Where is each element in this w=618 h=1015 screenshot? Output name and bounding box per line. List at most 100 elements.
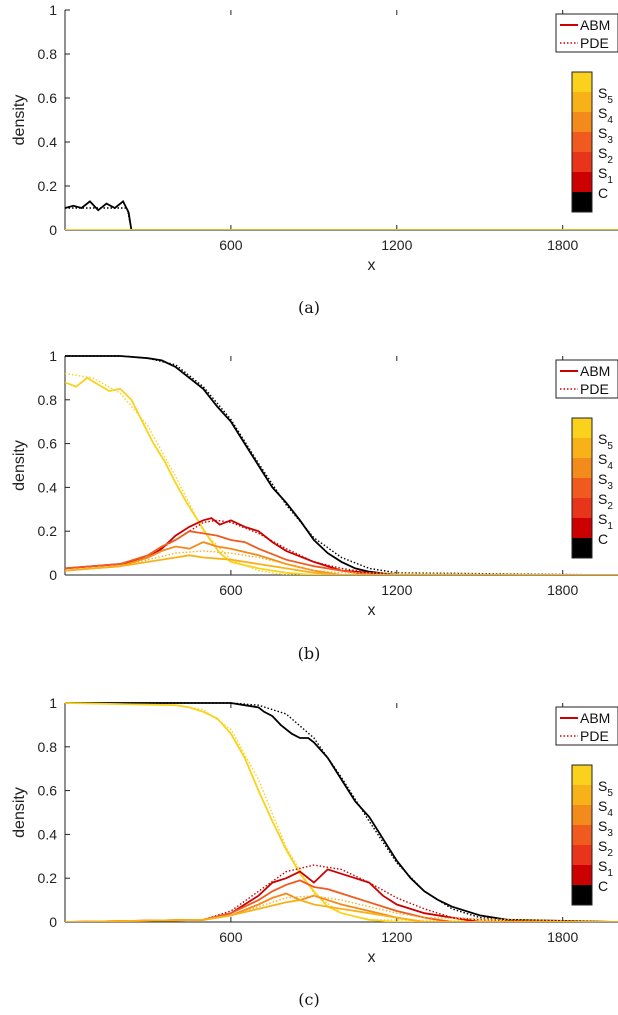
colorbar-segment — [572, 192, 592, 212]
y-tick-label: 0.4 — [38, 479, 58, 495]
series-s5-dotted — [65, 894, 618, 922]
colorbar-segment — [572, 438, 592, 458]
y-tick-label: 0.8 — [38, 392, 58, 408]
x-tick-label: 1200 — [381, 582, 412, 598]
legend-box — [555, 13, 618, 53]
y-axis-label: density — [11, 95, 28, 146]
series-s5-solid — [65, 899, 618, 922]
series-c-dotted — [65, 207, 618, 230]
y-tick-label: 0.4 — [38, 826, 58, 842]
colorbar-label: S1 — [598, 858, 613, 879]
colorbar-segment — [572, 92, 592, 112]
legend-abm-label: ABM — [580, 363, 610, 379]
colorbar-segment — [572, 538, 592, 558]
panel-3: 0 0.2 0.4 0.6 0.8 1 600 1200 1800 x density ABM PDE S… — [11, 695, 618, 1009]
series-s6-dotted — [65, 702, 618, 922]
colorbar-label: S3 — [598, 125, 613, 146]
series-s4-solid — [65, 541, 618, 575]
colorbar-frame — [571, 71, 593, 213]
series-s1-solid — [65, 868, 618, 922]
colorbar-segment — [572, 72, 592, 92]
series-s3-solid — [65, 530, 618, 575]
legend-pde-label: PDE — [580, 35, 609, 51]
colorbar-label: C — [598, 185, 608, 201]
y-tick-label: 0 — [49, 222, 57, 238]
series-s6-dotted — [65, 372, 618, 575]
x-tick-label: 1800 — [547, 929, 578, 945]
series-c-dotted — [65, 355, 618, 575]
panel-caption: (a) — [298, 298, 320, 317]
colorbar-label: C — [598, 878, 608, 894]
panel-2: 0 0.2 0.4 0.6 0.8 1 600 1200 1800 x density ABM PDE S… — [11, 348, 618, 663]
y-tick-label: 0.8 — [38, 739, 58, 755]
legend-box — [555, 706, 618, 746]
colorbar-label: S2 — [598, 491, 613, 512]
legend-box — [555, 359, 618, 399]
panel-1: 0 0.2 0.4 0.6 0.8 1 600 1200 1800 x density ABM PDE S… — [11, 2, 618, 317]
colorbar-segment — [572, 785, 592, 805]
colorbar-segment — [572, 498, 592, 518]
series-s4-solid — [65, 892, 618, 922]
colorbar-label: S5 — [598, 85, 613, 106]
colorbar-segment — [572, 825, 592, 845]
series-c-solid — [65, 355, 618, 575]
colorbar-label: S1 — [598, 511, 613, 532]
y-tick-label: 0.4 — [38, 134, 58, 150]
series-s5-solid — [65, 554, 618, 575]
x-tick-label: 1800 — [547, 237, 578, 253]
colorbar-label: S2 — [598, 838, 613, 859]
x-tick-label: 600 — [219, 582, 243, 598]
series-s3-solid — [65, 879, 618, 922]
y-tick-label: 0.2 — [38, 178, 58, 194]
y-tick-label: 0.6 — [38, 90, 58, 106]
colorbar-label: S5 — [598, 431, 613, 452]
x-axis-label: x — [368, 949, 376, 966]
series-s1-dotted — [65, 864, 618, 922]
colorbar-segment — [572, 885, 592, 905]
colorbar-segment — [572, 172, 592, 192]
legend-pde-label: PDE — [580, 381, 609, 397]
x-tick-label: 600 — [219, 237, 243, 253]
colorbar-label: S4 — [598, 105, 613, 126]
colorbar-label: C — [598, 531, 608, 547]
colorbar-label: S3 — [598, 818, 613, 839]
series-s1-dotted — [65, 519, 618, 575]
colorbar-segment — [572, 152, 592, 172]
colorbar-segment — [572, 805, 592, 825]
y-tick-label: 0.2 — [38, 870, 58, 886]
y-tick-label: 0 — [49, 567, 57, 583]
colorbar-segment — [572, 845, 592, 865]
y-tick-label: 0.6 — [38, 783, 58, 799]
colorbar-label: S5 — [598, 778, 613, 799]
series-s5-dotted — [65, 550, 618, 575]
colorbar-label: S1 — [598, 165, 613, 186]
colorbar-segment — [572, 418, 592, 438]
y-tick-label: 1 — [49, 695, 57, 711]
colorbar-label: S4 — [598, 451, 613, 472]
series-s1-solid — [65, 517, 618, 575]
x-tick-label: 600 — [219, 929, 243, 945]
x-axis-label: x — [368, 602, 376, 619]
y-tick-label: 0.8 — [38, 46, 58, 62]
y-axis-label: density — [11, 440, 28, 491]
series-c-solid — [65, 200, 618, 230]
colorbar-segment — [572, 112, 592, 132]
panel-caption: (b) — [298, 644, 321, 663]
y-tick-label: 0 — [49, 914, 57, 930]
series-s6-solid — [65, 702, 618, 922]
series-c-solid — [65, 702, 618, 922]
panel-caption: (c) — [298, 990, 319, 1009]
colorbar-label: S3 — [598, 471, 613, 492]
y-tick-label: 0.2 — [38, 523, 58, 539]
x-axis-label: x — [368, 257, 376, 274]
colorbar-label: S2 — [598, 145, 613, 166]
colorbar-segment — [572, 458, 592, 478]
colorbar-frame — [571, 764, 593, 906]
series-c-dotted — [65, 702, 618, 922]
legend-abm-label: ABM — [580, 17, 610, 33]
legend-pde-label: PDE — [580, 728, 609, 744]
y-tick-label: 0.6 — [38, 436, 58, 452]
colorbar-segment — [572, 765, 592, 785]
colorbar-frame — [571, 417, 593, 559]
